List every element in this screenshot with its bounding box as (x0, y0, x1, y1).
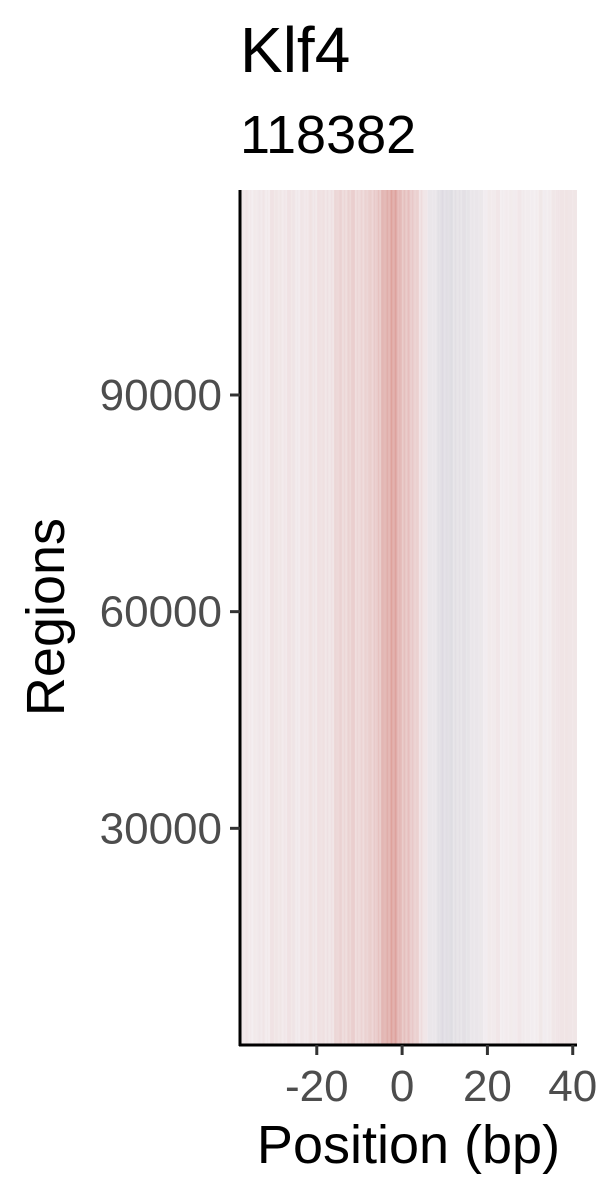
chart-title: Klf4 (240, 14, 351, 86)
y-tick-label: 60000 (100, 588, 222, 637)
x-tick-label: -20 (285, 1062, 349, 1111)
x-tick-label: 40 (548, 1062, 597, 1111)
y-tick-label: 90000 (100, 371, 222, 420)
x-tick-label: 0 (390, 1062, 414, 1111)
axes: 30000 60000 90000 -20 0 20 40 (100, 190, 597, 1111)
y-tick-label: 30000 (100, 804, 222, 853)
x-axis-label: Position (bp) (256, 1115, 561, 1175)
x-tick-label: 20 (463, 1062, 512, 1111)
chart-subtitle: 118382 (240, 105, 417, 165)
heatmap-cells (240, 190, 577, 1045)
y-axis-label: Regions (16, 517, 76, 717)
